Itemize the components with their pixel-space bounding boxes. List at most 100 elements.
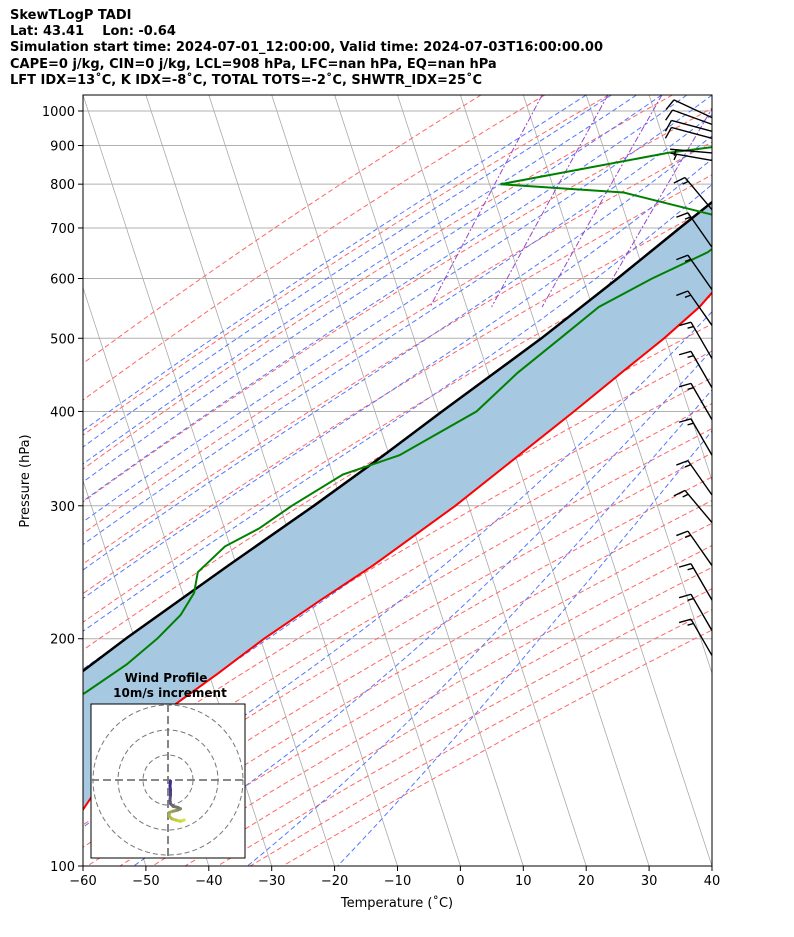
mixing-ratio-line [491, 95, 609, 308]
isotherm-line [711, 95, 712, 97]
wind-barbs [664, 99, 713, 656]
parcel-profile-line [83, 200, 712, 673]
moist-adiabat-line [83, 95, 688, 502]
wind-barb-flag [684, 294, 692, 298]
mixing-ratio-line [595, 107, 712, 308]
moist-adiabat-line [83, 113, 712, 546]
wind-barb-shaft [690, 618, 713, 656]
x-tick-label: −60 [69, 874, 96, 889]
y-tick-label: 1000 [42, 105, 75, 120]
hodograph-segment [168, 779, 172, 788]
wind-barb-flag [684, 216, 692, 220]
wind-barb-flag [682, 180, 689, 185]
wind-barb-shaft [672, 109, 713, 126]
wind-barb-shaft [671, 126, 713, 140]
wind-barb-shaft [684, 489, 713, 524]
wind-barb-shaft [690, 418, 713, 456]
wind-barb-flag [665, 99, 675, 110]
wind-barb-shaft [687, 530, 713, 566]
axes: −60 −50 −40 −30 −20 −10 0 10 20 30 40 1000 900 800 700… [42, 105, 720, 889]
wind-barb-flag [678, 418, 692, 423]
dry-adiabat-line [83, 402, 712, 779]
dry-adiabat-line [83, 452, 712, 826]
wind-barb-flag [687, 325, 694, 329]
wind-barb-flag [684, 258, 692, 263]
y-tick-label: 500 [50, 332, 75, 347]
dewpoint-profile-line [83, 146, 712, 696]
wind-barb-flag [664, 120, 673, 132]
cin-cape-shade [83, 202, 712, 810]
wind-barb-shaft [687, 460, 713, 496]
y-tick-label: 100 [50, 860, 75, 875]
dry-adiabat-line [83, 205, 712, 595]
y-tick-label: 900 [50, 140, 75, 155]
wind-barb-flag [673, 176, 686, 184]
y-tick-label: 600 [50, 272, 75, 287]
wind-barb-flag [678, 593, 692, 599]
wind-barb-flag [676, 290, 689, 297]
wind-barb-shaft [684, 177, 713, 211]
isotherm-line [83, 864, 84, 866]
y-tick-label: 200 [50, 633, 75, 648]
wind-barb-flag [676, 530, 689, 537]
y-tick-label: 800 [50, 178, 75, 193]
wind-barb-flag [687, 597, 694, 601]
y-tick-label: 700 [50, 222, 75, 237]
y-tick-label: 400 [50, 405, 75, 420]
location-line: Lat: 43.41 Lon: -0.64 [10, 24, 176, 39]
dry-adiabat-line [83, 95, 609, 436]
moist-adiabat-line [83, 95, 662, 483]
isotherm-line [585, 95, 712, 482]
dry-adiabat-line [119, 522, 712, 866]
wind-barb-flag [678, 563, 692, 568]
x-tick-label: −10 [384, 874, 411, 889]
wind-barb-flag [673, 489, 686, 497]
x-tick-label: −20 [321, 874, 348, 889]
moist-adiabat-line [83, 95, 587, 432]
dry-adiabat-line [87, 499, 712, 866]
x-tick-label: 10 [515, 874, 532, 889]
wind-barb-flag [684, 534, 692, 539]
wind-barb-flag [687, 355, 694, 359]
x-tick-label: −30 [258, 874, 285, 889]
moist-adiabat-line [337, 430, 712, 866]
wind-barb-shaft [690, 383, 713, 421]
hodograph-inset: Wind Profile 10m/s increment [90, 671, 246, 859]
hodograph-subtitle: 10m/s increment [113, 686, 227, 700]
plot-area [83, 95, 712, 866]
isotherm-line [145, 95, 398, 866]
dry-adiabat-line [83, 174, 712, 565]
wind-barb-shaft [670, 148, 713, 154]
wind-barb-flag [678, 321, 692, 327]
wind-barb-flag [687, 567, 694, 571]
wind-barb-flag [687, 422, 694, 426]
index-line: LFT IDX=13˚C, K IDX=-8˚C, TOTAL TOTS=-2˚… [10, 73, 483, 88]
isotherm-line [460, 95, 712, 866]
wind-barb-flag [687, 622, 694, 626]
y-axis-label: Pressure (hPa) [18, 434, 33, 527]
x-tick-label: 20 [578, 874, 595, 889]
wind-barb-shaft [687, 290, 713, 326]
x-tick-label: 40 [704, 874, 721, 889]
wind-barb-flag [665, 109, 674, 121]
moist-adiabat-line [83, 95, 612, 448]
isotherm-line [83, 95, 335, 866]
chart-title: SkewTLogP TADI [10, 8, 132, 23]
dry-adiabat-line [83, 377, 712, 755]
wind-barb-flag [684, 464, 692, 468]
wind-barb-flag [676, 254, 689, 261]
wind-barb-shaft [687, 212, 713, 248]
wind-barb-shaft [690, 593, 713, 631]
x-tick-label: −40 [195, 874, 222, 889]
hodograph-title: Wind Profile [125, 671, 208, 685]
mixing-ratio-line [429, 95, 543, 308]
wind-barb-shaft [673, 99, 713, 119]
y-tick-label: 300 [50, 500, 75, 515]
time-line: Simulation start time: 2024-07-01_12:00:… [10, 40, 603, 55]
wind-barb-flag [678, 618, 692, 624]
wind-barb-flag [682, 493, 689, 498]
wind-barb-shaft [671, 119, 713, 132]
wind-barb-flag [676, 212, 689, 218]
stability-line: CAPE=0 j/kg, CIN=0 j/kg, LCL=908 hPa, LF… [10, 57, 497, 72]
